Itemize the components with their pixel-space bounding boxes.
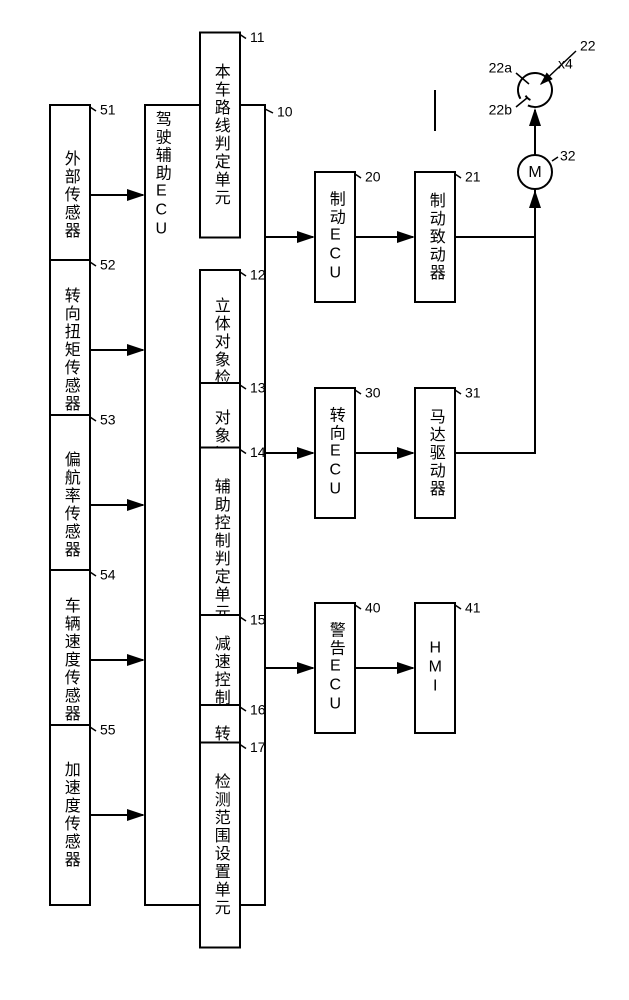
label-22a: 22a	[489, 60, 513, 76]
label-15: 15	[250, 612, 266, 628]
driving-assist-ecu-title: 驾驶辅助ECU	[153, 111, 172, 240]
subunit-14-label: 辅助控制判定单元	[212, 478, 231, 622]
label-10: 10	[277, 104, 293, 120]
label-22b: 22b	[489, 102, 513, 118]
sensor-53-label: 偏航率传感器	[62, 451, 81, 559]
label-16: 16	[250, 702, 266, 718]
sensor-55-label: 加速度传感器	[62, 761, 81, 869]
label-51: 51	[100, 102, 116, 118]
wheel-mult-label: x4	[558, 56, 573, 72]
label-54: 54	[100, 567, 116, 583]
label-52: 52	[100, 257, 116, 273]
subunit-11-label: 本车路线判定单元	[212, 63, 231, 207]
label-40: 40	[365, 600, 381, 616]
sensor-54-label: 车辆速度传感器	[62, 597, 81, 723]
subunit-17-label: 检测范围设置单元	[212, 773, 231, 917]
label-55: 55	[100, 722, 116, 738]
actuator-41-label: HMI	[427, 640, 444, 697]
label-12: 12	[250, 267, 266, 283]
ecu-30-label: 转向ECU	[327, 407, 346, 500]
motor-icon-label: M	[528, 164, 541, 181]
label-41: 41	[465, 600, 481, 616]
label-30: 30	[365, 385, 381, 401]
sensor-52-label: 转向扭矩传感器	[62, 287, 81, 413]
label-13: 13	[250, 380, 266, 396]
label-17: 17	[250, 739, 266, 755]
ecu-40-label: 警告ECU	[327, 622, 346, 715]
actuator-31-label: 马达驱动器	[427, 408, 446, 498]
label-53: 53	[100, 412, 116, 428]
label-20: 20	[365, 169, 381, 185]
arrow-31-to-32	[455, 192, 535, 453]
label-32: 32	[560, 148, 576, 164]
sensor-51-label: 外部传感器	[62, 150, 81, 240]
ecu-20-label: 制动ECU	[327, 191, 346, 284]
label-14: 14	[250, 444, 266, 460]
label-11: 11	[250, 29, 265, 45]
label-21: 21	[465, 169, 481, 185]
system-block-diagram: 驾驶辅助ECU10本车路线判定单元11立体对象检测器12对象识别单元13辅助控制…	[0, 0, 629, 1000]
label-22: 22	[580, 38, 596, 54]
label-31: 31	[465, 385, 481, 401]
actuator-21-label: 制动致动器	[427, 192, 446, 282]
